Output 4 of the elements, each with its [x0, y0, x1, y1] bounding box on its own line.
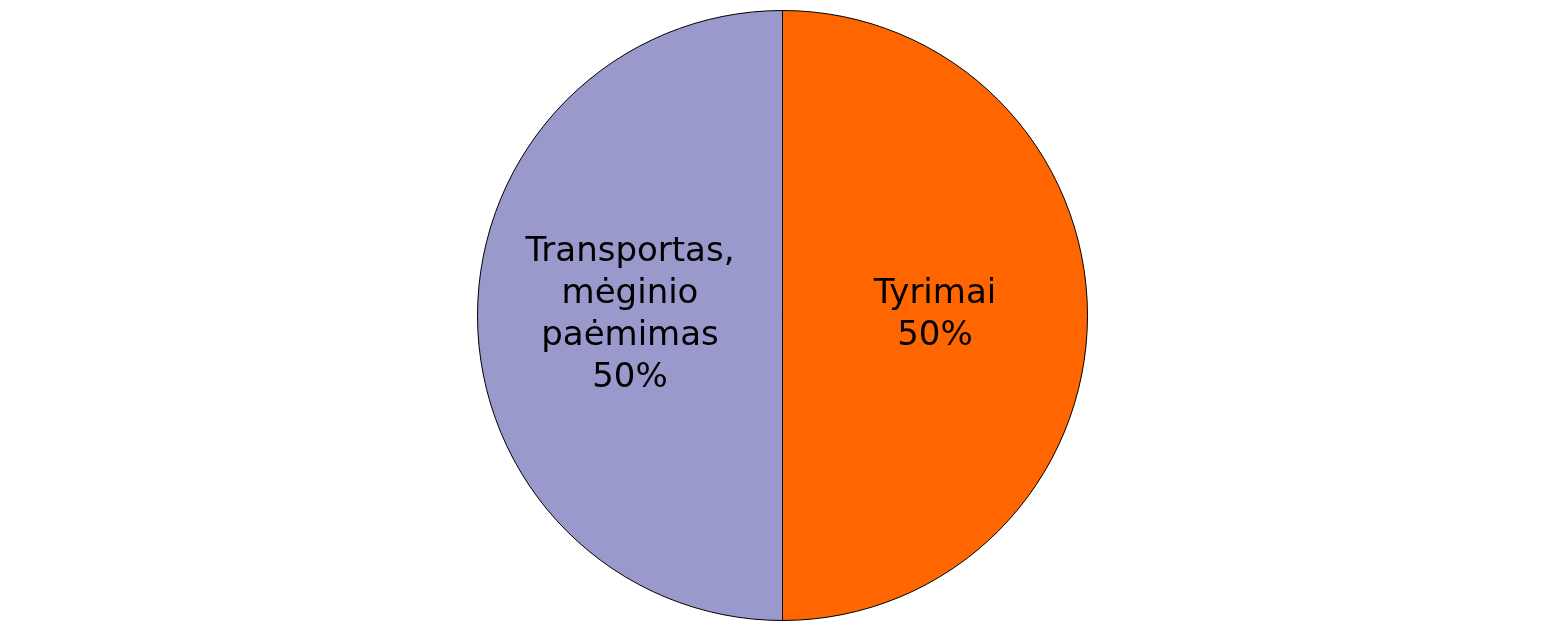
- slice-label: Tyrimai: [872, 271, 997, 312]
- data-label: 50%: [592, 355, 668, 396]
- slice-label: Transportas, mėginio paėmimas: [524, 229, 735, 354]
- data-label: 50%: [897, 313, 973, 354]
